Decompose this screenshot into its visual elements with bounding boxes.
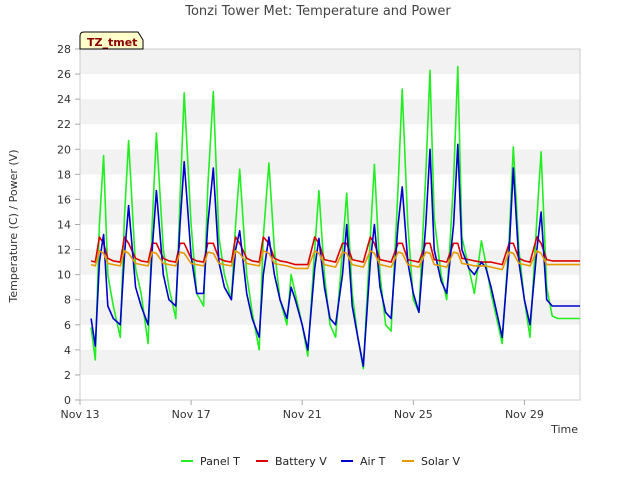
- station-badge-shape: [79, 31, 144, 50]
- y-tick-label: 20: [57, 143, 71, 156]
- station-badge-label: TZ_tmet: [87, 36, 137, 49]
- y-tick-label: 2: [64, 369, 71, 382]
- chart-title: Tonzi Tower Met: Temperature and Power: [184, 4, 451, 19]
- grid-band: [80, 324, 580, 350]
- x-tick-label: Nov 29: [505, 408, 544, 421]
- y-tick-label: 28: [57, 43, 71, 56]
- grid-band: [80, 199, 580, 225]
- x-tick-label: Nov 17: [172, 408, 211, 421]
- series-line-solar-v: [90, 250, 580, 271]
- legend: Panel T Battery V Air T Solar V: [181, 455, 461, 468]
- series-lines: [90, 65, 580, 370]
- x-tick-label: Nov 13: [61, 408, 100, 421]
- legend-label-battery-v: Battery V: [275, 455, 327, 468]
- y-tick-label: 8: [64, 294, 71, 307]
- grid-band: [80, 374, 580, 400]
- grid-band: [80, 224, 580, 250]
- station-badge: TZ_tmet: [79, 31, 144, 50]
- grid-band: [80, 274, 580, 300]
- y-tick-label: 6: [64, 319, 71, 332]
- y-tick-label: 12: [57, 244, 71, 257]
- y-tick-label: 22: [57, 118, 71, 131]
- legend-label-solar-v: Solar V: [421, 455, 461, 468]
- legend-label-panel-t: Panel T: [200, 455, 240, 468]
- y-tick-label: 10: [57, 269, 71, 282]
- y-tick-label: 4: [64, 344, 71, 357]
- grid-band: [80, 124, 580, 150]
- grid-band: [80, 49, 580, 75]
- y-axis-label: Temperature (C) / Power (V): [7, 149, 20, 303]
- y-tick-label: 26: [57, 68, 71, 81]
- x-tick-label: Nov 25: [394, 408, 433, 421]
- grid-band: [80, 174, 580, 200]
- y-tick-label: 0: [64, 394, 71, 407]
- grid-band: [80, 74, 580, 100]
- x-axis-ticks: Nov 13 Nov 17 Nov 21 Nov 25 Nov 29: [61, 400, 544, 421]
- y-tick-label: 18: [57, 168, 71, 181]
- x-tick-label: Nov 21: [283, 408, 322, 421]
- grid-band: [80, 99, 580, 125]
- series-line-air-t: [90, 143, 580, 368]
- y-tick-label: 16: [57, 193, 71, 206]
- legend-label-air-t: Air T: [360, 455, 386, 468]
- grid-band: [80, 349, 580, 375]
- series-line-panel-t: [90, 65, 580, 370]
- grid-band: [80, 149, 580, 175]
- y-tick-label: 14: [57, 219, 71, 232]
- y-tick-label: 24: [57, 93, 71, 106]
- x-axis-label: Time: [550, 423, 578, 436]
- series-line-battery-v: [90, 236, 580, 266]
- plot-background-bands: [80, 49, 580, 400]
